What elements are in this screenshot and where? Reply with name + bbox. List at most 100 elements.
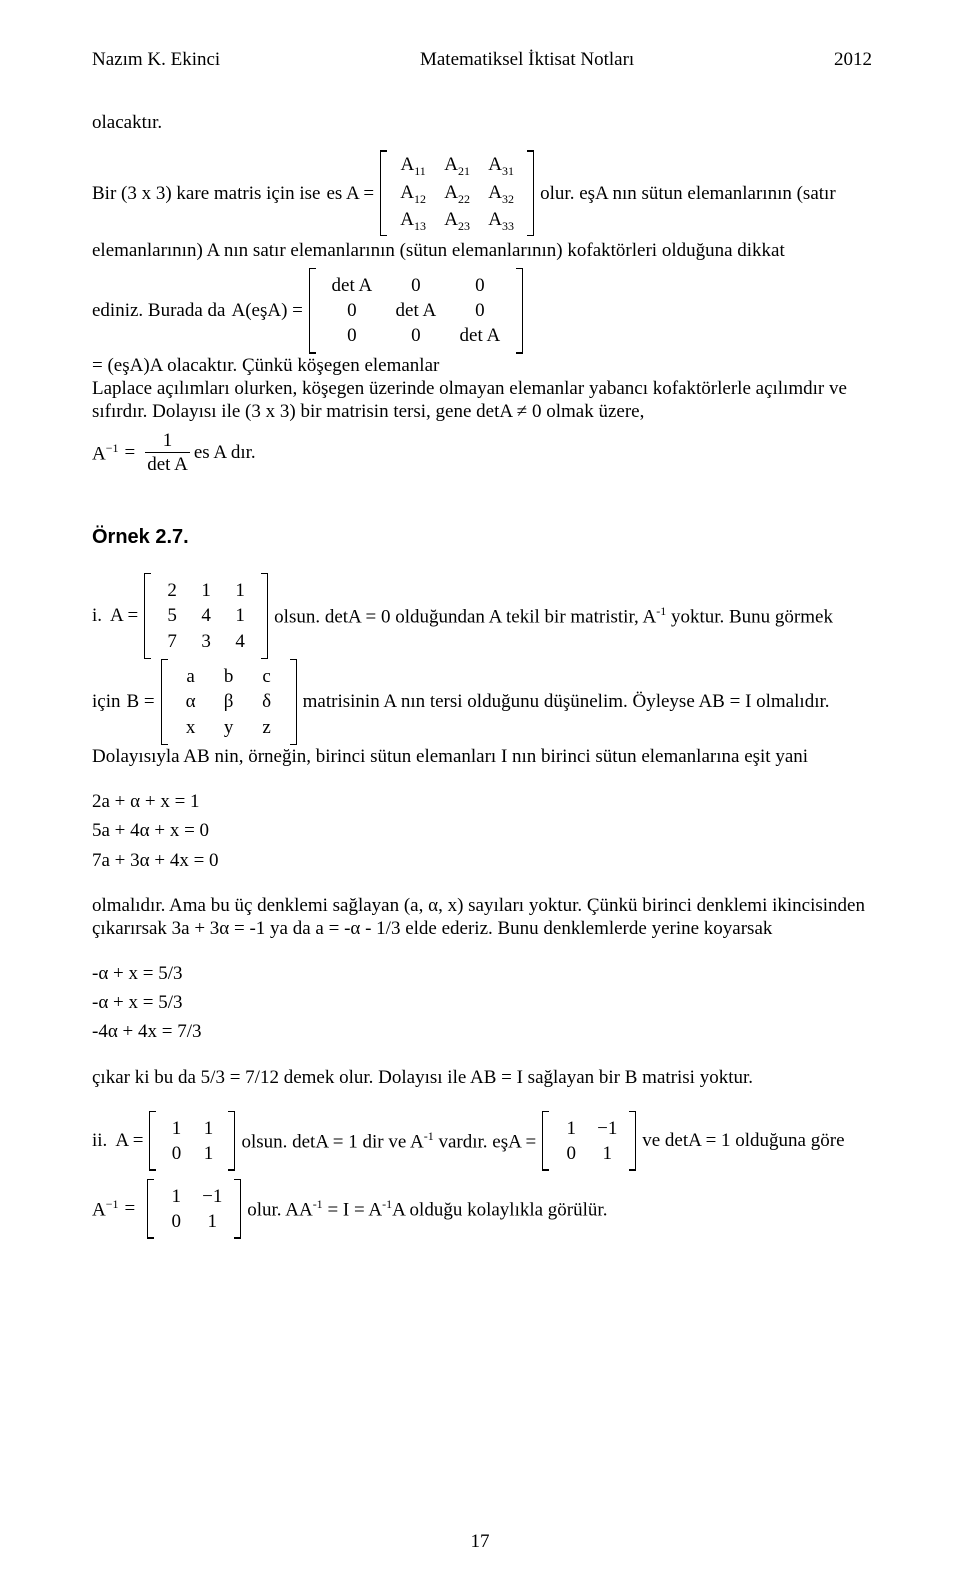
matrix-cell: δ [248,689,286,714]
row-example-ii-Ainv: A−1 = 1−101 olur. AA-1 = I = A-1A olduğu… [92,1179,872,1239]
matrix-cell: det A [448,323,512,348]
row-example-i-B: için B = abc αβδ xyz matrisinin A nın ters… [92,659,872,745]
matrix-cell: −1 [589,1116,625,1141]
matrix-cell: 5 [155,603,189,628]
para: Dolayısıyla AB nin, örneğin, birinci süt… [92,745,872,768]
matrix-cell: 1 [192,1141,224,1166]
matrix-A-ii: 1101 [149,1111,235,1171]
row-example-i-A: i. A = 211541734 olsun. detA = 0 olduğun… [92,573,872,659]
matrix-cell: 1 [589,1141,625,1166]
matrix-cell: A12 [391,180,435,207]
matrix-cell: 1 [194,1209,230,1234]
matrix-cell: c [248,664,286,689]
matrix-cell: A21 [435,152,479,179]
matrix-esA: A11A21A31A12A22A32A13A23A33 [380,148,534,238]
matrix-cell: 0 [448,273,512,298]
equation: -α + x = 5/3 [92,991,872,1014]
text: ve detA = 1 olduğuna göre [642,1129,844,1152]
page: Nazım K. Ekinci Matematiksel İktisat Not… [0,0,960,1585]
matrix-cell: 1 [189,578,223,603]
matrix-cell: A11 [391,152,435,179]
matrix-cell: y [210,715,248,740]
matrix-cell: A23 [435,207,479,234]
matrix-B-i: abc αβδ xyz [161,659,297,745]
matrix-cell: 1 [223,603,257,628]
fraction: 1 det A [145,429,190,476]
matrix-cell: 0 [160,1141,192,1166]
matrix-detA-diag: det A000det A000det A [309,268,523,354]
equation: -4α + 4x = 7/3 [92,1020,872,1043]
header-author: Nazım K. Ekinci [92,48,220,71]
matrix-cell: −1 [194,1184,230,1209]
text: A = [110,604,138,627]
matrix-cell: 4 [223,629,257,654]
equation: -α + x = 5/3 [92,962,872,985]
matrix-cell: A13 [391,207,435,234]
equation: 5a + 4α + x = 0 [92,819,872,842]
lead-word: olacaktır. [92,111,872,134]
matrix-cell: det A [384,298,448,323]
matrix-cell: det A [320,273,384,298]
matrix-cell: 1 [192,1116,224,1141]
matrix-cell: 2 [155,578,189,603]
matrix-cell: 0 [384,273,448,298]
text: B = [127,690,155,713]
para: elemanlarının) A nın satır elemanlarının… [92,239,872,262]
matrix-cell: 0 [448,298,512,323]
text: A = [115,1129,143,1152]
text: olur. AA-1 = I = A-1A olduğu kolaylıkla … [247,1197,607,1222]
matrix-cell: A33 [479,207,523,234]
text: A−1 [92,1197,119,1222]
matrix-cell: b [210,664,248,689]
matrix-cell: 4 [189,603,223,628]
matrix-cell: x [172,715,210,740]
matrix-cell: 0 [384,323,448,348]
matrix-A-i: 211541734 [144,573,268,659]
matrix-cell: 0 [320,323,384,348]
header-title: Matematiksel İktisat Notları [420,48,634,71]
row-Ainv-formula: A−1 = 1 det A es A dır. [92,429,872,476]
page-header: Nazım K. Ekinci Matematiksel İktisat Not… [92,48,872,71]
text: ediniz. Burada da [92,299,225,322]
matrix-cell: 0 [158,1209,194,1234]
numerator: 1 [161,429,175,452]
text: olur. eşA nın sütun elemanlarının (satır [540,182,836,205]
matrix-cell: 0 [553,1141,589,1166]
matrix-cell: 1 [553,1116,589,1141]
matrix-Ainv-ii: 1−101 [147,1179,241,1239]
row-esA: Bir (3 x 3) kare matris için ise es A = … [92,148,872,238]
matrix-cell: A32 [479,180,523,207]
row-example-ii-A: ii. A = 1101 olsun. detA = 1 dir ve A-1 … [92,1111,872,1171]
equation: 7a + 3α + 4x = 0 [92,849,872,872]
text: Bir (3 x 3) kare matris için ise [92,182,320,205]
text: matrisinin A nın tersi olduğunu düşüneli… [303,690,830,713]
matrix-cell: z [248,715,286,740]
text: ii. [92,1129,107,1152]
matrix-cell: 3 [189,629,223,654]
matrix-cell: α [172,689,210,714]
text: A−1 [92,441,119,466]
section-heading: Örnek 2.7. [92,525,872,549]
text: A(eşA) = [231,299,302,322]
text: olsun. detA = 1 dir ve A-1 vardır. eşA = [241,1129,536,1154]
para: çıkar ki bu da 5/3 = 7/12 demek olur. Do… [92,1066,872,1089]
text: = [125,1197,136,1220]
matrix-cell: a [172,664,210,689]
matrix-cell: A22 [435,180,479,207]
matrix-esA-ii: 1−101 [542,1111,636,1171]
text: = [125,441,136,464]
denominator: det A [145,452,190,476]
text: = (eşA)A olacaktır. Çünkü köşegen eleman… [92,354,439,377]
matrix-cell: 0 [320,298,384,323]
matrix-cell: β [210,689,248,714]
text: için [92,690,121,713]
para: olmalıdır. Ama bu üç denklemi sağlayan (… [92,894,872,940]
row-detA: ediniz. Burada da A(eşA) = det A000det A… [92,268,872,377]
text: olsun. detA = 0 olduğundan A tekil bir m… [274,604,833,629]
matrix-cell: 1 [223,578,257,603]
text: es A = [326,182,374,205]
para: Laplace açılımları olurken, köşegen üzer… [92,377,872,423]
text: es A dır. [194,441,256,464]
equation: 2a + α + x = 1 [92,790,872,813]
header-year: 2012 [834,48,872,71]
